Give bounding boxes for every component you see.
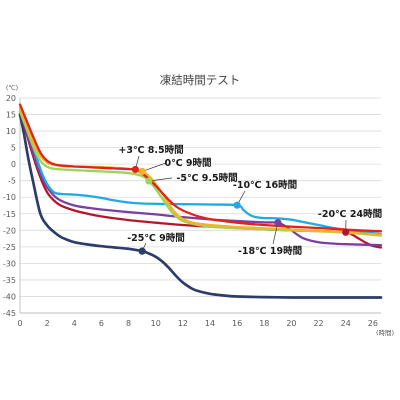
series-line [18,110,383,247]
x-tick-label: 18 [259,319,269,328]
annotation-label: -5℃ 9.5時間 [176,172,237,184]
series-marker [138,247,146,255]
y-tick-label: -35 [3,276,16,285]
annotation-label: +3℃ 8.5時間 [118,144,183,156]
series-marker [233,201,241,209]
x-tick-label: 14 [205,319,215,328]
series-line [18,113,383,299]
x-tick-label: 4 [72,319,77,328]
y-axis-unit-label: (℃) [6,84,18,92]
series-marker [138,167,146,176]
annotation-label: 0℃ 9時間 [164,157,211,169]
x-tick-label: 0 [17,319,22,328]
series-line [18,106,383,236]
annotation-leader [272,222,279,245]
x-tick-label: 12 [178,319,188,328]
x-tick-label: 24 [341,319,351,328]
y-tick-label: -45 [3,309,16,318]
axes [19,98,381,314]
annotation-label: -25℃ 9時間 [127,232,185,244]
series-marker [131,165,139,174]
series-line [18,110,383,249]
x-tick-label: 22 [313,319,323,328]
series-markers [131,165,350,255]
y-tick-label: 10 [6,127,16,136]
y-tick-labels: 20 15 10 5 0 -5 -10 -15 -20 -25 -30 -35 -40 -45 [3,94,16,318]
series-marker [342,228,350,236]
x-tick-label: 10 [151,319,161,328]
chart-title: 凍結時間テスト [160,73,241,87]
y-tick-label: -25 [3,243,16,252]
y-tick-label: -40 [3,292,16,301]
y-tick-label: 15 [6,111,16,120]
y-tick-label: 0 [11,160,16,169]
y-tick-label: -30 [3,259,16,268]
y-tick-label: -20 [3,226,16,235]
x-tick-label: 8 [126,319,131,328]
x-tick-label: 16 [232,319,242,328]
x-tick-label: 26 [368,319,378,328]
annotation-label: -10℃ 16時間 [233,179,297,191]
series-lines [18,103,383,299]
annotation-label: -18℃ 19時間 [238,245,302,257]
x-tick-label: 20 [286,319,296,328]
x-tick-label: 2 [45,319,50,328]
y-tick-label: 20 [6,94,16,103]
series-marker [274,219,282,227]
annotation-label: -20℃ 24時間 [318,208,382,220]
annotation-leader [142,162,167,172]
annotation-leader [148,177,173,182]
x-axis-unit-label: (時間) [376,329,394,337]
x-tick-labels: 0 2 4 6 8 10 12 14 16 18 20 22 24 26 [17,319,377,328]
series-marker [145,177,153,185]
y-tick-label: -10 [3,193,16,202]
y-tick-label: -5 [8,177,16,186]
x-tick-label: 6 [99,319,104,328]
y-tick-label: 5 [11,144,16,153]
y-tick-label: -15 [3,210,16,219]
